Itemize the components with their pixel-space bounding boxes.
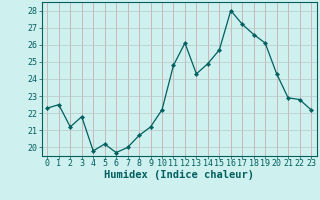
X-axis label: Humidex (Indice chaleur): Humidex (Indice chaleur)	[104, 170, 254, 180]
